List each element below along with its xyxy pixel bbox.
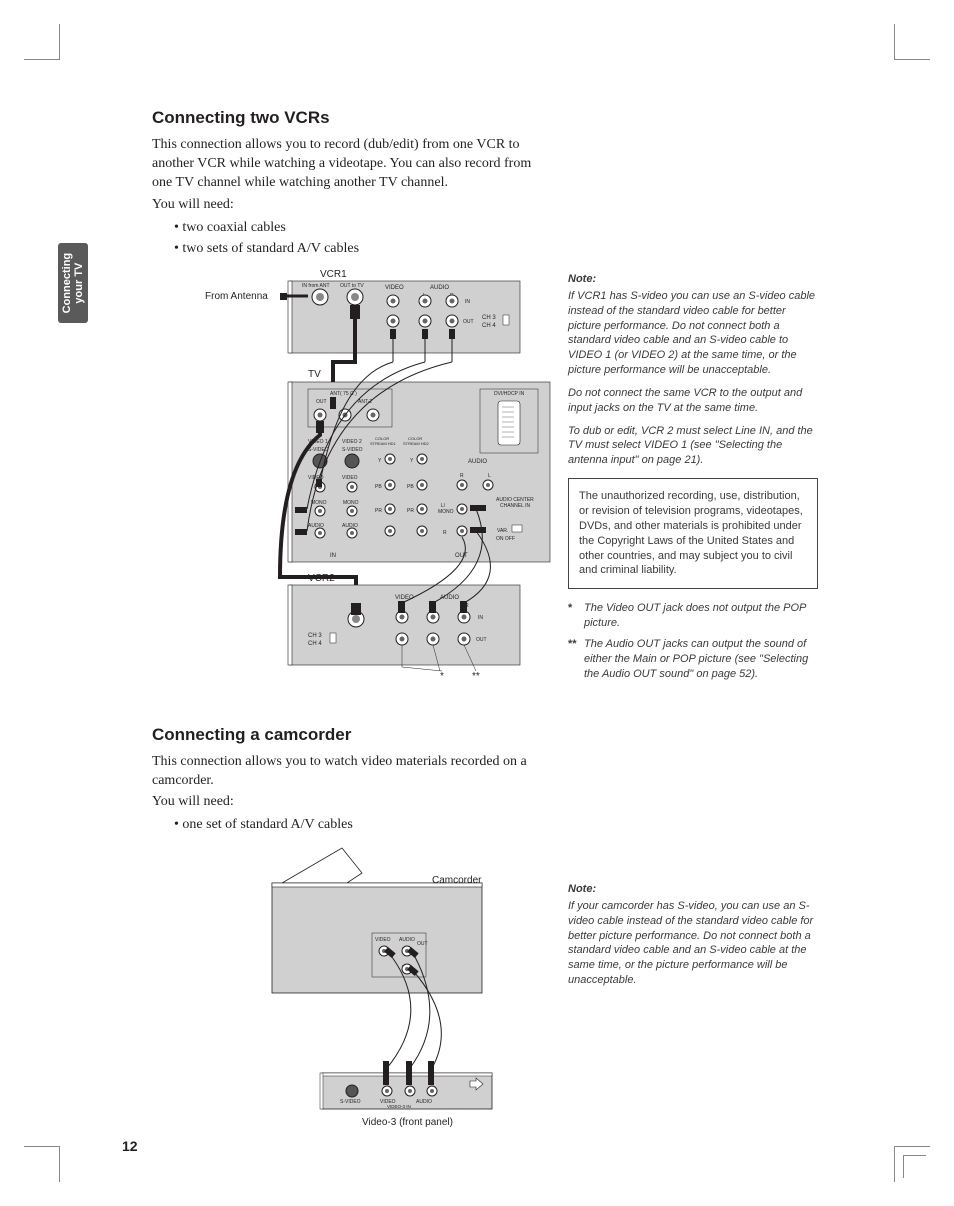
svg-text:CHANNEL IN: CHANNEL IN [500, 503, 530, 509]
section-heading: Connecting a camcorder [152, 725, 852, 745]
footnote-mark: ** [568, 637, 584, 682]
svg-text:R: R [443, 530, 447, 536]
svg-text:AUDIO: AUDIO [440, 595, 459, 601]
list-item: two coaxial cables [174, 217, 852, 238]
svg-text:PB: PB [407, 484, 414, 490]
svg-text:R: R [460, 473, 464, 479]
svg-text:VIDEO: VIDEO [342, 475, 358, 481]
vcr2-label: VCR2 [308, 573, 335, 584]
you-will-need: You will need: [152, 794, 852, 810]
you-will-need: You will need: [152, 197, 852, 213]
svg-text:CH 4: CH 4 [482, 323, 496, 329]
svg-text:PB: PB [375, 484, 382, 490]
svg-text:IN: IN [465, 299, 470, 305]
svg-text:OUT to TV: OUT to TV [340, 283, 364, 289]
svg-text:S-VIDEO: S-VIDEO [340, 1099, 361, 1105]
svg-text:CH 3: CH 3 [308, 633, 322, 639]
sidebar-notes-camcorder: Note: If your camcorder has S-video, you… [568, 882, 818, 988]
svg-text:IN: IN [478, 615, 483, 621]
crop-mark [894, 1146, 930, 1182]
svg-text:PR: PR [375, 508, 382, 514]
note-paragraph: If VCR1 has S-video you can use an S-vid… [568, 289, 818, 378]
note-paragraph: Do not connect the same VCR to the outpu… [568, 386, 818, 416]
from-antenna-label: From Antenna [205, 291, 268, 302]
vcr1-label: VCR1 [320, 269, 347, 280]
section-paragraph: This connection allows you to record (du… [152, 136, 552, 193]
crop-mark [894, 24, 930, 60]
svg-text:**: ** [472, 671, 480, 682]
page-number: 12 [122, 1138, 138, 1154]
svg-text:MONO: MONO [343, 500, 359, 506]
svg-text:STREAM HD1: STREAM HD1 [370, 441, 397, 446]
svg-text:CH 3: CH 3 [482, 315, 496, 321]
list-item: two sets of standard A/V cables [174, 238, 852, 259]
svg-text:L: L [488, 473, 491, 479]
svg-text:OUT: OUT [463, 319, 474, 325]
svg-text:IN from ANT: IN from ANT [302, 283, 330, 289]
svg-text:VIDEO-3 IN: VIDEO-3 IN [387, 1104, 411, 1109]
footnotes: * The Video OUT jack does not output the… [568, 601, 818, 681]
svg-text:IN: IN [330, 553, 336, 559]
requirements-list: two coaxial cables two sets of standard … [152, 217, 852, 259]
svg-text:OUT: OUT [316, 399, 327, 405]
crop-mark [24, 24, 60, 60]
svg-text:AUDIO: AUDIO [430, 285, 449, 291]
svg-text:AUDIO: AUDIO [399, 937, 415, 943]
svg-text:VIDEO: VIDEO [375, 937, 391, 943]
sidebar-notes-vcr: Note: If VCR1 has S-video you can use an… [568, 272, 818, 687]
svg-text:MONO: MONO [438, 509, 454, 515]
svg-text:STREAM HD2: STREAM HD2 [403, 441, 430, 446]
camcorder-label: Camcorder [432, 875, 482, 886]
note-paragraph: If your camcorder has S-video, you can u… [568, 899, 818, 988]
footnote-mark: * [568, 601, 584, 631]
list-item: one set of standard A/V cables [174, 814, 852, 835]
chapter-tab: Connectingyour TV [58, 243, 88, 323]
svg-text:DVI/HDCP IN: DVI/HDCP IN [494, 391, 525, 397]
note-heading: Note: [568, 882, 818, 897]
svg-text:*: * [440, 671, 444, 682]
svg-text:VAR.: VAR. [497, 528, 508, 534]
svg-text:S-VIDEO: S-VIDEO [342, 447, 363, 453]
svg-text:OUT: OUT [476, 637, 487, 643]
svg-text:VIDEO 2: VIDEO 2 [342, 439, 362, 445]
section-heading: Connecting two VCRs [152, 108, 852, 128]
note-paragraph: To dub or edit, VCR 2 must select Line I… [568, 424, 818, 469]
svg-text:OUT: OUT [417, 941, 428, 947]
front-panel-label: Video-3 (front panel) [362, 1117, 453, 1128]
footnote-text: The Audio OUT jacks can output the sound… [584, 637, 818, 682]
svg-text:VIDEO: VIDEO [395, 595, 414, 601]
svg-text:VIDEO: VIDEO [385, 285, 404, 291]
section-paragraph: This connection allows you to watch vide… [152, 753, 552, 791]
copyright-warning-box: The unauthorized recording, use, distrib… [568, 478, 818, 589]
svg-text:AUDIO: AUDIO [416, 1099, 432, 1105]
svg-text:CH 4: CH 4 [308, 641, 322, 647]
footnote-text: The Video OUT jack does not output the P… [584, 601, 818, 631]
tv-label: TV [308, 369, 321, 380]
svg-text:ON OFF: ON OFF [496, 536, 515, 542]
requirements-list: one set of standard A/V cables [152, 814, 852, 835]
svg-text:AUDIO: AUDIO [468, 459, 487, 465]
crop-mark [24, 1146, 60, 1182]
note-heading: Note: [568, 272, 818, 287]
svg-text:PR: PR [407, 508, 414, 514]
svg-text:AUDIO: AUDIO [308, 523, 324, 529]
svg-text:MONO: MONO [311, 500, 327, 506]
chapter-tab-label: Connectingyour TV [61, 253, 85, 314]
svg-text:AUDIO: AUDIO [342, 523, 358, 529]
svg-text:OUT: OUT [455, 553, 468, 559]
